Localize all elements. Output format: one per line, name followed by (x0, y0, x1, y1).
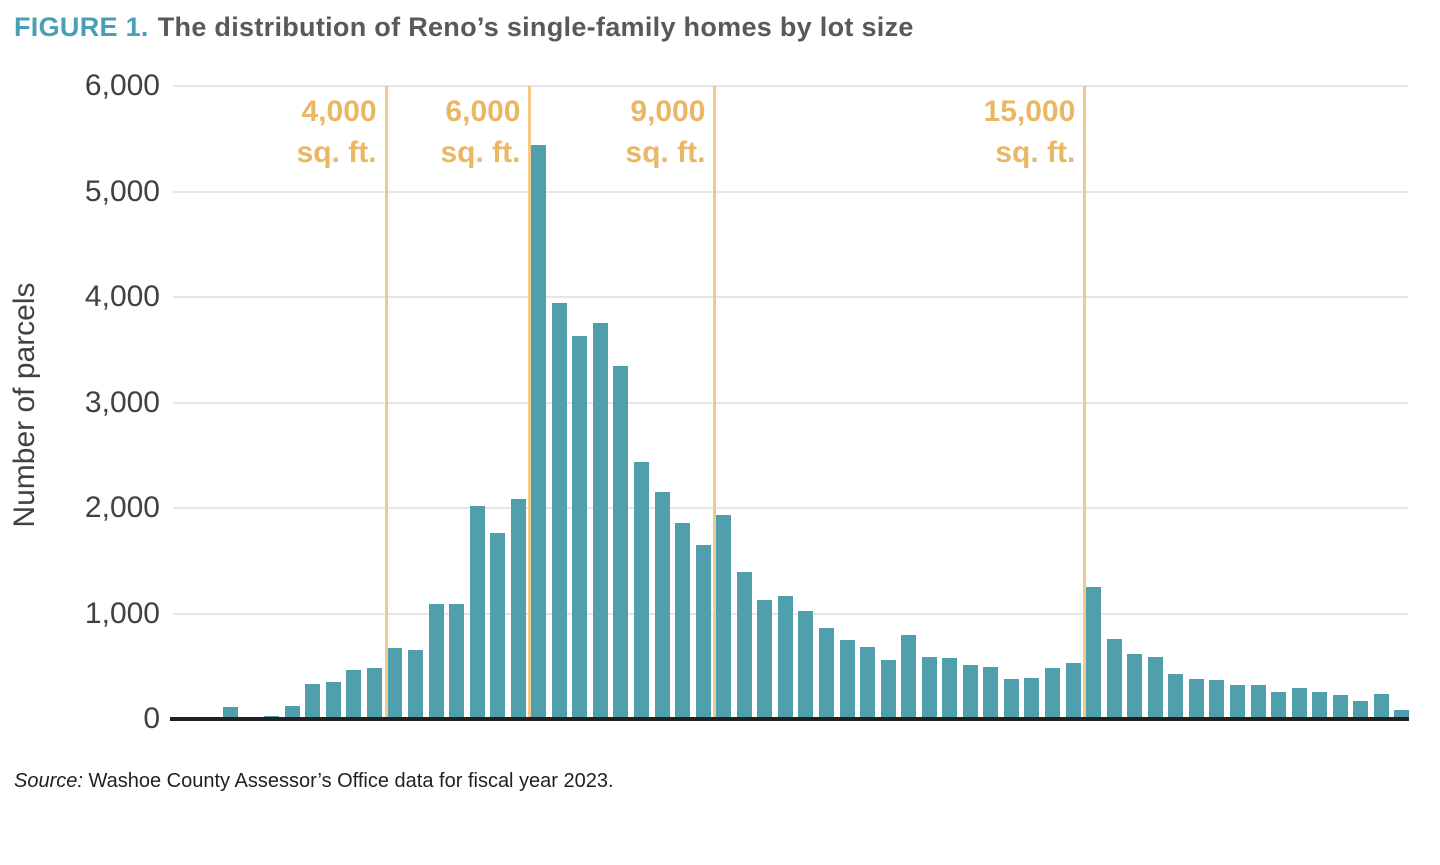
bar (1312, 692, 1328, 719)
bar (1229, 685, 1245, 719)
bar (346, 670, 362, 719)
bar (510, 499, 526, 719)
y-tick-label: 1,000 (84, 596, 160, 630)
bar (366, 668, 382, 719)
bar (983, 667, 999, 719)
bar (284, 706, 300, 719)
bar (901, 635, 917, 719)
reference-line (384, 86, 388, 719)
x-axis-baseline (170, 717, 1409, 721)
grid-line (173, 190, 1408, 193)
bar (387, 648, 403, 719)
reference-line-label-line: sq. ft. (995, 136, 1076, 169)
bar (798, 611, 814, 719)
bar (716, 515, 732, 719)
bar (1353, 701, 1369, 719)
reference-line-label-line: sq. ft. (296, 136, 377, 169)
bar (1045, 668, 1060, 719)
bar (449, 604, 465, 719)
source-label: Source: (14, 770, 83, 792)
bar (613, 366, 629, 719)
bar (407, 650, 423, 719)
bar (1332, 695, 1348, 719)
source-note: Source: Washoe County Assessor’s Office … (14, 770, 614, 793)
bar (490, 533, 506, 719)
reference-line-label: 9,000 sq. ft. (625, 91, 705, 173)
reference-line-label: 6,000 sq. ft. (441, 91, 521, 173)
reference-line-label-line: 4,000 (301, 95, 377, 128)
bar (777, 596, 793, 719)
reference-line (528, 86, 532, 719)
bar (1209, 680, 1225, 719)
bar (325, 682, 341, 719)
bar (1065, 663, 1081, 719)
figure-number-label: FIGURE 1. (14, 12, 149, 42)
bar (1086, 587, 1102, 719)
bar (428, 604, 444, 719)
bar (942, 658, 958, 719)
bar (921, 657, 937, 719)
y-axis-tick-labels: 6,000 5,000 4,000 3,000 2,000 1,000 0 (0, 69, 160, 735)
grid-line (173, 296, 1408, 298)
plot-area: 4,000 sq. ft. 6,000 sq. ft. 9,000 sq. ft. 15,0… (170, 85, 1410, 721)
y-tick-label: 0 (143, 702, 160, 735)
bar (1188, 679, 1204, 719)
reference-line-label-line: 6,000 (445, 95, 521, 128)
bar (223, 707, 238, 719)
bar (1024, 678, 1040, 719)
bar (757, 600, 773, 719)
grid-line (173, 85, 1408, 87)
bar (1003, 679, 1019, 719)
reference-line-label-line: sq. ft. (440, 136, 521, 169)
reference-line (1083, 86, 1087, 719)
grid-line (173, 507, 1408, 509)
bar (654, 492, 670, 719)
bar (592, 323, 608, 719)
reference-line-label-line: 9,000 (630, 95, 706, 128)
reference-line (713, 86, 717, 719)
y-tick-label: 6,000 (84, 69, 160, 102)
bar (962, 665, 978, 719)
bar (1106, 639, 1122, 719)
y-tick-label: 5,000 (84, 174, 160, 208)
y-tick-label: 3,000 (84, 385, 160, 419)
grid-line (173, 401, 1408, 404)
bar (1271, 692, 1287, 719)
source-text: Washoe County Assessor’s Office data for… (82, 770, 614, 792)
reference-line-label-line: sq. ft. (625, 136, 706, 169)
bar (572, 336, 588, 719)
bar (1127, 654, 1143, 719)
bar (531, 145, 547, 719)
bar (1147, 657, 1163, 719)
reference-line-label-line: 15,000 (983, 95, 1076, 128)
figure-title-text: The distribution of Reno’s single-family… (157, 12, 914, 42)
y-tick-label: 4,000 (84, 280, 160, 313)
bar (551, 303, 567, 719)
figure-heading: FIGURE 1. The distribution of Reno’s sing… (14, 12, 914, 43)
reference-line-label: 4,000 sq. ft. (297, 91, 377, 173)
bar (818, 628, 834, 719)
bar (1373, 694, 1389, 719)
bar (469, 506, 485, 719)
bar (880, 660, 896, 719)
bar (1291, 688, 1307, 719)
bar (305, 684, 321, 719)
reference-line-label: 15,000 sq. ft. (984, 91, 1076, 173)
bar (675, 523, 691, 719)
bar (1250, 685, 1266, 719)
bar (736, 572, 752, 719)
bar (634, 462, 649, 719)
bar (860, 647, 876, 719)
bar (839, 640, 855, 719)
bar (695, 545, 711, 719)
bar (1168, 674, 1184, 719)
bar (1394, 710, 1410, 719)
y-tick-label: 2,000 (84, 491, 160, 524)
